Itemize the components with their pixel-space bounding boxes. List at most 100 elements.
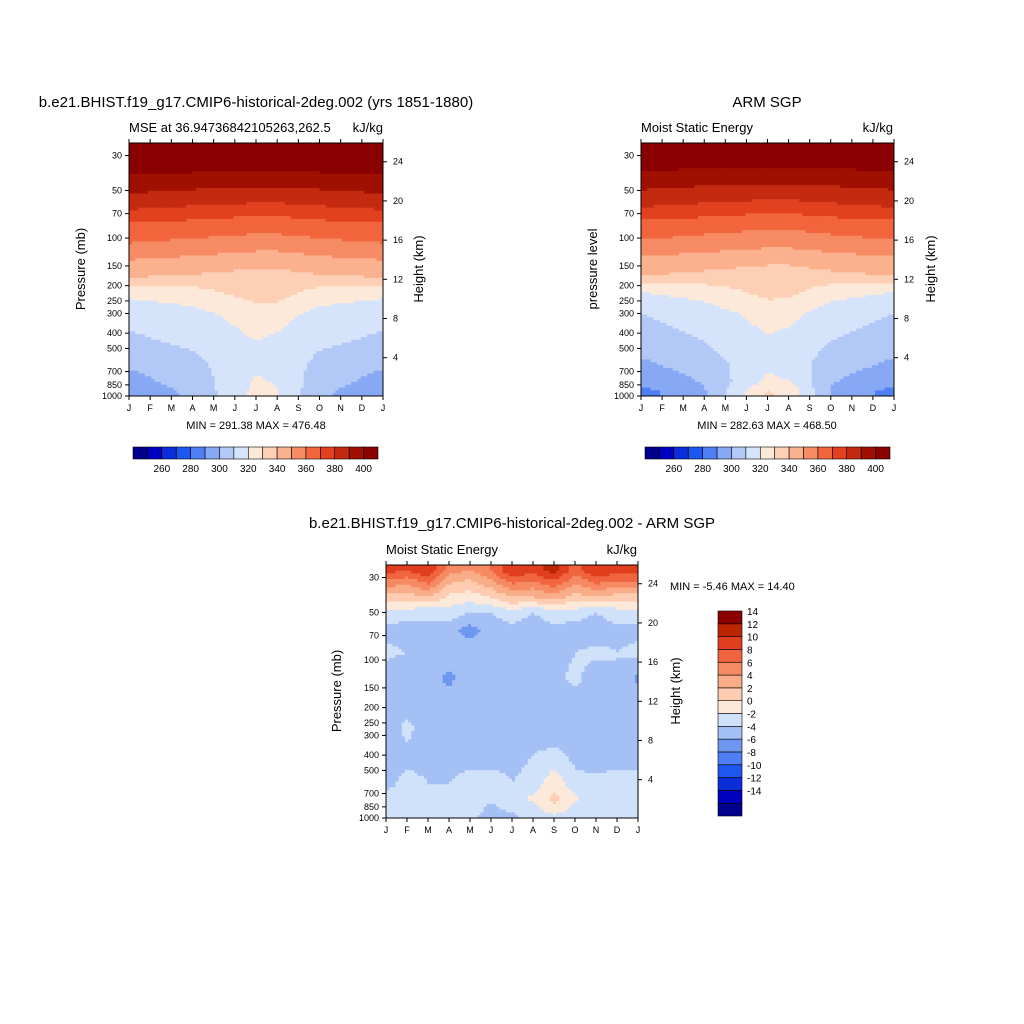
model-field-cell (256, 309, 260, 312)
model-field-cell (361, 300, 365, 303)
model-field-cell (339, 275, 343, 278)
model-field-cell (281, 165, 285, 168)
model-field-cell (205, 309, 209, 312)
model-field-cell (373, 236, 377, 239)
model-field-cell (158, 300, 162, 303)
model-field-cell (351, 298, 355, 301)
model-field-cell (158, 255, 162, 258)
model-field-cell (186, 267, 190, 270)
model-field-cell (151, 292, 155, 295)
model-field-cell (151, 191, 155, 194)
model-field-cell (237, 267, 241, 270)
model-field-cell (310, 160, 314, 163)
model-field-cell (151, 160, 155, 163)
model-field-cell (202, 199, 206, 202)
model-field-cell (259, 163, 263, 166)
model-field-cell (272, 208, 276, 211)
model-field-cell (186, 188, 190, 191)
model-field-cell (269, 272, 273, 275)
model-field-cell (266, 216, 270, 219)
model-field-cell (342, 281, 346, 284)
model-field-cell (323, 149, 327, 152)
model-field-cell (167, 219, 171, 222)
model-field-cell (377, 292, 381, 295)
model-field-cell (202, 314, 206, 317)
model-field-cell (145, 149, 149, 152)
model-field-cell (208, 210, 212, 213)
model-field-cell (164, 165, 168, 168)
model-field-cell (358, 196, 362, 199)
model-field-cell (250, 230, 254, 233)
model-field-cell (377, 275, 381, 278)
model-field-cell (377, 306, 381, 309)
model-field-cell (259, 174, 263, 177)
model-field-cell (332, 205, 336, 208)
model-field-cell (332, 194, 336, 197)
model-field-cell (377, 295, 381, 298)
model-field-cell (145, 216, 149, 219)
model-field-cell (231, 253, 235, 256)
model-field-cell (256, 210, 260, 213)
model-field-cell (367, 160, 371, 163)
model-field-cell (278, 247, 282, 250)
model-field-cell (193, 171, 197, 174)
model-field-cell (304, 272, 308, 275)
model-field-cell (224, 267, 228, 270)
model-field-cell (329, 157, 333, 160)
model-field-cell (316, 303, 320, 306)
model-field-cell (243, 194, 247, 197)
model-field-cell (339, 233, 343, 236)
model-field-cell (183, 306, 187, 309)
model-field-cell (364, 219, 368, 222)
model-field-cell (281, 306, 285, 309)
model-field-cell (373, 157, 377, 160)
model-field-cell (300, 241, 304, 244)
model-field-cell (250, 284, 254, 287)
model-field-cell (361, 261, 365, 264)
model-field-cell (307, 241, 311, 244)
model-field-cell (373, 149, 377, 152)
model-field-cell (202, 202, 206, 205)
model-field-cell (326, 151, 330, 154)
model-field-cell (297, 225, 301, 228)
model-field-cell (246, 253, 250, 256)
model-field-cell (281, 225, 285, 228)
model-field-cell (205, 171, 209, 174)
model-field-cell (132, 171, 136, 174)
model-field-cell (332, 210, 336, 213)
model-field-cell (326, 202, 330, 205)
model-field-cell (218, 281, 222, 284)
model-field-cell (186, 281, 190, 284)
model-field-cell (326, 163, 330, 166)
model-field-cell (208, 154, 212, 157)
model-field-cell (370, 261, 374, 264)
model-field-cell (253, 146, 257, 149)
model-field-cell (208, 278, 212, 281)
model-field-cell (253, 281, 257, 284)
model-field-cell (278, 230, 282, 233)
model-field-cell (215, 174, 219, 177)
model-field-cell (285, 199, 289, 202)
model-field-cell (354, 194, 358, 197)
model-field-cell (358, 258, 362, 261)
model-field-cell (278, 191, 282, 194)
model-field-cell (275, 188, 279, 191)
model-field-cell (288, 165, 292, 168)
model-field-cell (173, 225, 177, 228)
model-field-cell (285, 188, 289, 191)
model-field-cell (193, 233, 197, 236)
model-field-cell (145, 157, 149, 160)
model-field-cell (345, 146, 349, 149)
model-field-cell (275, 199, 279, 202)
model-field-cell (266, 185, 270, 188)
model-field-cell (129, 261, 133, 264)
model-field-cell (183, 270, 187, 273)
model-field-cell (132, 225, 136, 228)
model-field-cell (180, 163, 184, 166)
model-field-cell (370, 312, 374, 315)
model-field-cell (377, 205, 381, 208)
model-field-cell (278, 225, 282, 228)
model-field-cell (246, 154, 250, 157)
model-field-cell (215, 264, 219, 267)
model-field-cell (364, 171, 368, 174)
